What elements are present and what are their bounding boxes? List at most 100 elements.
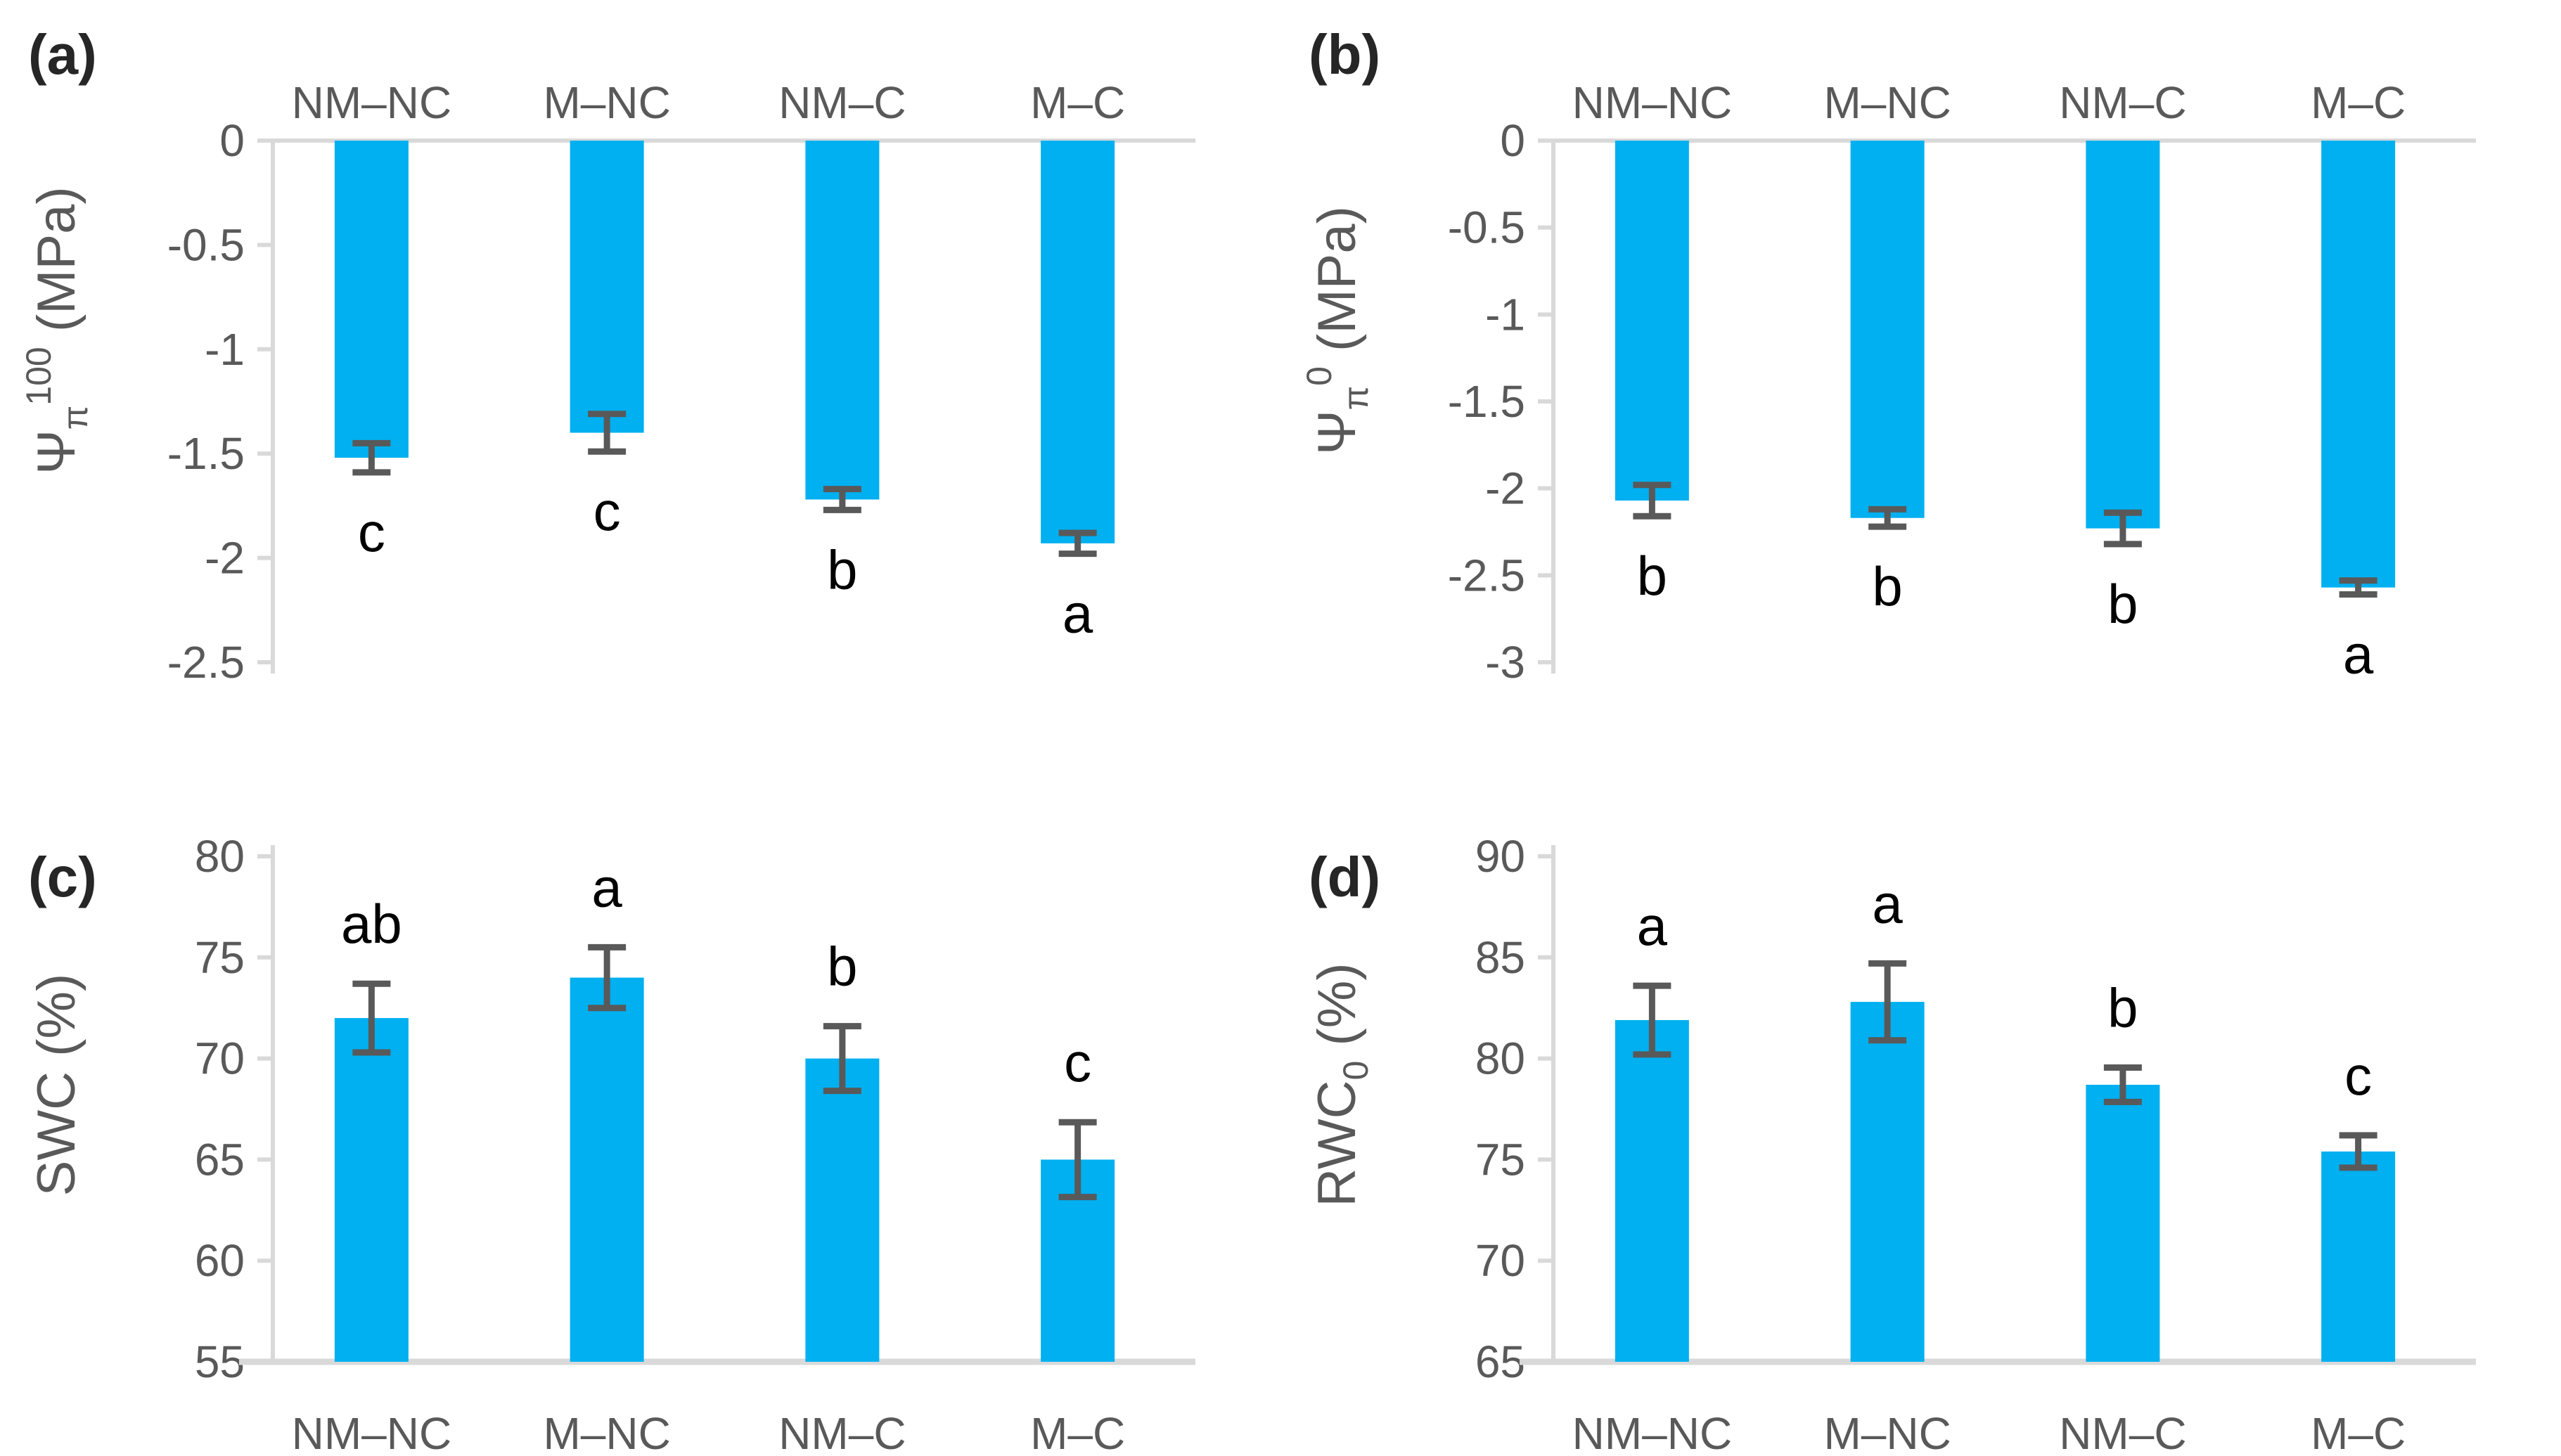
bar (2321, 1151, 2396, 1362)
sig-letter: b (827, 936, 857, 998)
bar (1850, 1002, 1925, 1362)
y-tick-label: 65 (195, 1134, 245, 1185)
category-label: M–NC (543, 1408, 670, 1456)
bar (334, 1018, 409, 1362)
y-tick-label: -3 (1485, 637, 1525, 688)
panel-b: 0 -0.5 -1 -1.5 -2 -2.5 -3 b NM–NC b M–NC b NM–C a M–C (… (1280, 0, 2561, 728)
panel-label: (d) (1309, 846, 1380, 908)
sig-letter: ab (341, 893, 402, 955)
y-axis-label-part: 100 (19, 347, 58, 405)
y-tick-label: -0.5 (167, 219, 245, 270)
y-axis-label: RWC0 (%) (1307, 962, 1375, 1206)
category-label: NM–C (2059, 1408, 2186, 1456)
y-axis-label-part: (MPa) (27, 186, 86, 347)
sig-letter: b (2107, 573, 2138, 635)
panel-label: (b) (1309, 23, 1380, 86)
y-axis-label-part: Ψ (1307, 410, 1367, 455)
panel-label: (c) (28, 846, 97, 908)
bar (570, 977, 644, 1362)
category-label: NM–NC (292, 77, 452, 128)
panel-c: 80 75 70 65 60 55 ab NM–NC a M–NC b NM–C c M–C (c) SWC … (0, 728, 1280, 1456)
y-tick-label: 75 (1475, 1134, 1525, 1185)
category-label: NM–C (2059, 77, 2186, 128)
sig-letter: b (2107, 977, 2138, 1039)
y-tick-label: -2 (205, 533, 245, 584)
bar (2321, 141, 2396, 588)
sig-letter: a (591, 856, 622, 918)
panel-d: 90 85 80 75 70 65 a NM–NC a M–NC b NM–C c M–C (d) RWC0 … (1280, 728, 2561, 1456)
y-axis-label-part: π (1336, 386, 1375, 411)
sig-letter: b (827, 539, 857, 600)
bar (805, 1058, 880, 1362)
y-tick-label: 85 (1475, 932, 1525, 983)
y-axis-label-part: RWC (1307, 1080, 1367, 1206)
bar (805, 141, 880, 500)
bar (334, 141, 409, 458)
panel-label: (a) (28, 23, 97, 86)
y-axis-label-part: 0 (1299, 366, 1339, 386)
sig-letter: a (1637, 895, 1668, 957)
sig-letter: a (1872, 872, 1903, 934)
category-label: NM–C (778, 1408, 906, 1456)
y-axis-label: Ψπ0 (MPa) (1299, 206, 1375, 455)
category-label: M–NC (1823, 1408, 1951, 1456)
y-tick-label: -1 (205, 324, 245, 375)
sig-letter: c (1064, 1031, 1091, 1093)
category-label: NM–NC (1572, 77, 1733, 128)
category-label: M–C (1030, 1408, 1125, 1456)
category-label: NM–NC (292, 1408, 452, 1456)
y-tick-label: 55 (195, 1336, 245, 1387)
bar (1041, 141, 1115, 543)
bar (1615, 1019, 1689, 1362)
y-tick-label: 0 (219, 115, 245, 166)
bar-chart-panel-b: 0 -0.5 -1 -1.5 -2 -2.5 -3 b NM–NC b M–NC b NM–C a M–C (… (1299, 23, 2476, 688)
y-tick-label: -2 (1485, 463, 1525, 514)
bar-chart-panel-c: 80 75 70 65 60 55 ab NM–NC a M–NC b NM–C c M–C (c) SWC … (27, 831, 1195, 1456)
category-label: M–NC (543, 77, 670, 128)
y-tick-label: 70 (195, 1033, 245, 1084)
sig-letter: c (358, 501, 385, 563)
category-label: M–NC (1823, 77, 1951, 128)
category-label: M–C (2311, 1408, 2406, 1456)
y-tick-label: -1.5 (167, 428, 245, 479)
sig-letter: a (1063, 583, 1093, 645)
y-tick-label: 65 (1475, 1336, 1525, 1387)
y-tick-label: -1.5 (1448, 376, 1525, 427)
category-label: NM–NC (1572, 1408, 1733, 1456)
y-tick-label: 90 (1475, 831, 1525, 882)
y-axis-label-part: π (56, 406, 95, 430)
sig-letter: a (2343, 624, 2374, 685)
y-axis-label-part: (MPa) (1307, 206, 1367, 366)
y-axis-label: SWC (%) (27, 974, 86, 1197)
bar (2086, 141, 2160, 529)
panel-a: 0 -0.5 -1 -1.5 -2 -2.5 c NM–NC c M–NC b NM–C a M–C (a)… (0, 0, 1280, 728)
category-label: M–C (2311, 77, 2406, 128)
y-tick-label: 75 (195, 932, 245, 983)
y-tick-label: 80 (195, 831, 245, 882)
y-axis-label-part: SWC (%) (27, 974, 86, 1197)
bar (1615, 141, 1689, 501)
bar-chart-panel-d: 90 85 80 75 70 65 a NM–NC a M–NC b NM–C c M–C (d) RWC0 … (1307, 831, 2476, 1456)
bar (570, 141, 644, 433)
y-tick-label: -2.5 (167, 637, 245, 688)
sig-letter: c (2344, 1045, 2372, 1107)
y-tick-label: 70 (1475, 1235, 1525, 1286)
y-axis-label: Ψπ100 (MPa) (19, 186, 95, 474)
y-axis-label-part: 0 (1336, 1061, 1375, 1081)
y-tick-label: -1 (1485, 289, 1525, 340)
y-tick-label: 80 (1475, 1033, 1525, 1084)
y-axis-label-part: Ψ (27, 430, 86, 475)
category-label: NM–C (778, 77, 906, 128)
y-tick-label: 0 (1500, 115, 1525, 166)
y-tick-label: -0.5 (1448, 202, 1525, 253)
bar (1850, 141, 1925, 518)
y-tick-label: 60 (195, 1235, 245, 1286)
y-tick-label: -2.5 (1448, 550, 1525, 600)
sig-letter: b (1637, 545, 1667, 607)
category-label: M–C (1030, 77, 1125, 128)
bar-chart-panel-a: 0 -0.5 -1 -1.5 -2 -2.5 c NM–NC c M–NC b NM–C a M–C (a)… (19, 23, 1195, 688)
sig-letter: c (593, 480, 621, 542)
sig-letter: b (1872, 555, 1902, 617)
y-axis-label-part: (%) (1307, 962, 1367, 1060)
